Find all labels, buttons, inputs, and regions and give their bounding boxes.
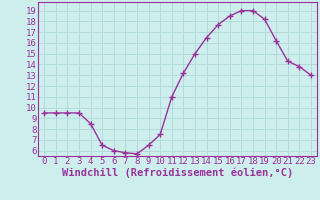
X-axis label: Windchill (Refroidissement éolien,°C): Windchill (Refroidissement éolien,°C) — [62, 168, 293, 178]
